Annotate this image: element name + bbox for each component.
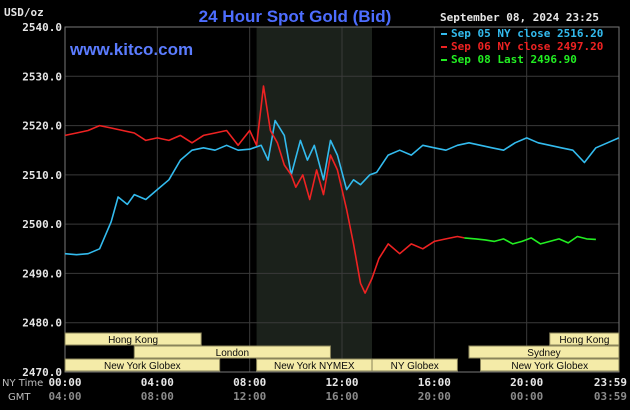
x-axis-ticks: 00:0004:0004:0008:0008:0012:0012:0016:00… <box>48 376 627 403</box>
legend-entry: Sep 08 Last 2496.90 <box>451 53 577 66</box>
legend-entry: Sep 05 NY close 2516.20 <box>451 27 603 40</box>
session-bar: New York NYMEX <box>256 358 373 372</box>
y-tick-label: 2470.0 <box>22 366 62 379</box>
legend-entry: Sep 06 NY close 2497.20 <box>451 40 603 53</box>
x-tick-gmt: 16:00 <box>325 390 358 403</box>
series-line <box>464 235 596 245</box>
session-box <box>64 358 221 372</box>
nymex-shade <box>256 27 373 372</box>
session-label: NY Globex <box>391 361 439 372</box>
plot-frame <box>64 26 620 373</box>
x-tick-ny: 16:00 <box>418 376 451 389</box>
session-label: New York Globex <box>104 361 181 372</box>
x-tick-gmt: 00:00 <box>510 390 543 403</box>
session-box <box>64 332 202 346</box>
session-label: New York NYMEX <box>274 361 355 372</box>
date-time: September 08, 2024 23:25 <box>440 11 599 24</box>
x-tick-ny: 04:00 <box>141 376 174 389</box>
session-bar: NY Globex <box>371 358 458 372</box>
x-tick-ny: 00:00 <box>48 376 81 389</box>
legend-swatch <box>441 33 447 35</box>
session-label: Hong Kong <box>559 335 609 346</box>
session-bar: Sydney <box>468 345 620 359</box>
session-label: Hong Kong <box>108 335 158 346</box>
unit-label: USD/oz <box>4 6 44 19</box>
y-tick-label: 2540.0 <box>22 21 62 34</box>
session-box <box>133 345 331 359</box>
x-tick-gmt: 12:00 <box>233 390 266 403</box>
market-sessions: Hong Kong Hong Kong London Sydney New York G… <box>64 332 620 372</box>
y-axis-ticks: 2540.0 2530.0 2520.0 2510.0 2500.0 2490.0 2480… <box>22 21 62 379</box>
legend-swatch <box>441 46 447 48</box>
y-tick-label: 2530.0 <box>22 70 62 83</box>
session-bar: Hong Kong <box>64 332 202 346</box>
y-tick-label: 2520.0 <box>22 120 62 133</box>
x-tick-ny: 08:00 <box>233 376 266 389</box>
session-label: Sydney <box>527 348 560 359</box>
kitco-link[interactable]: www.kitco.com <box>69 40 193 59</box>
session-box <box>480 358 620 372</box>
gmt-label: GMT <box>8 392 31 403</box>
chart-title: 24 Hour Spot Gold (Bid) <box>199 7 392 26</box>
x-tick-ny: 12:00 <box>325 376 358 389</box>
y-tick-label: 2490.0 <box>22 267 62 280</box>
series-line <box>64 85 465 294</box>
series-line <box>64 119 620 256</box>
x-tick-gmt: 03:59 <box>594 390 627 403</box>
session-bar: Hong Kong <box>549 332 620 346</box>
session-box <box>549 332 620 346</box>
y-tick-label: 2500.0 <box>22 218 62 231</box>
x-tick-gmt: 08:00 <box>141 390 174 403</box>
session-bar: London <box>133 345 331 359</box>
session-label: New York Globex <box>511 361 588 372</box>
y-tick-label: 2510.0 <box>22 169 62 182</box>
grid <box>64 26 620 373</box>
ny-time-label: NY Time <box>2 378 43 389</box>
plot-area <box>256 27 373 372</box>
x-tick-ny: 20:00 <box>510 376 543 389</box>
x-tick-gmt: 04:00 <box>48 390 81 403</box>
x-tick-ny: 23:59 <box>594 376 627 389</box>
session-box <box>371 358 458 372</box>
session-label: London <box>216 348 249 359</box>
x-tick-gmt: 20:00 <box>418 390 451 403</box>
session-bar: New York Globex <box>480 358 620 372</box>
session-box <box>468 345 620 359</box>
series-lines <box>64 85 620 294</box>
legend-swatch <box>441 59 447 61</box>
session-bar: New York Globex <box>64 358 221 372</box>
y-tick-label: 2480.0 <box>22 317 62 330</box>
